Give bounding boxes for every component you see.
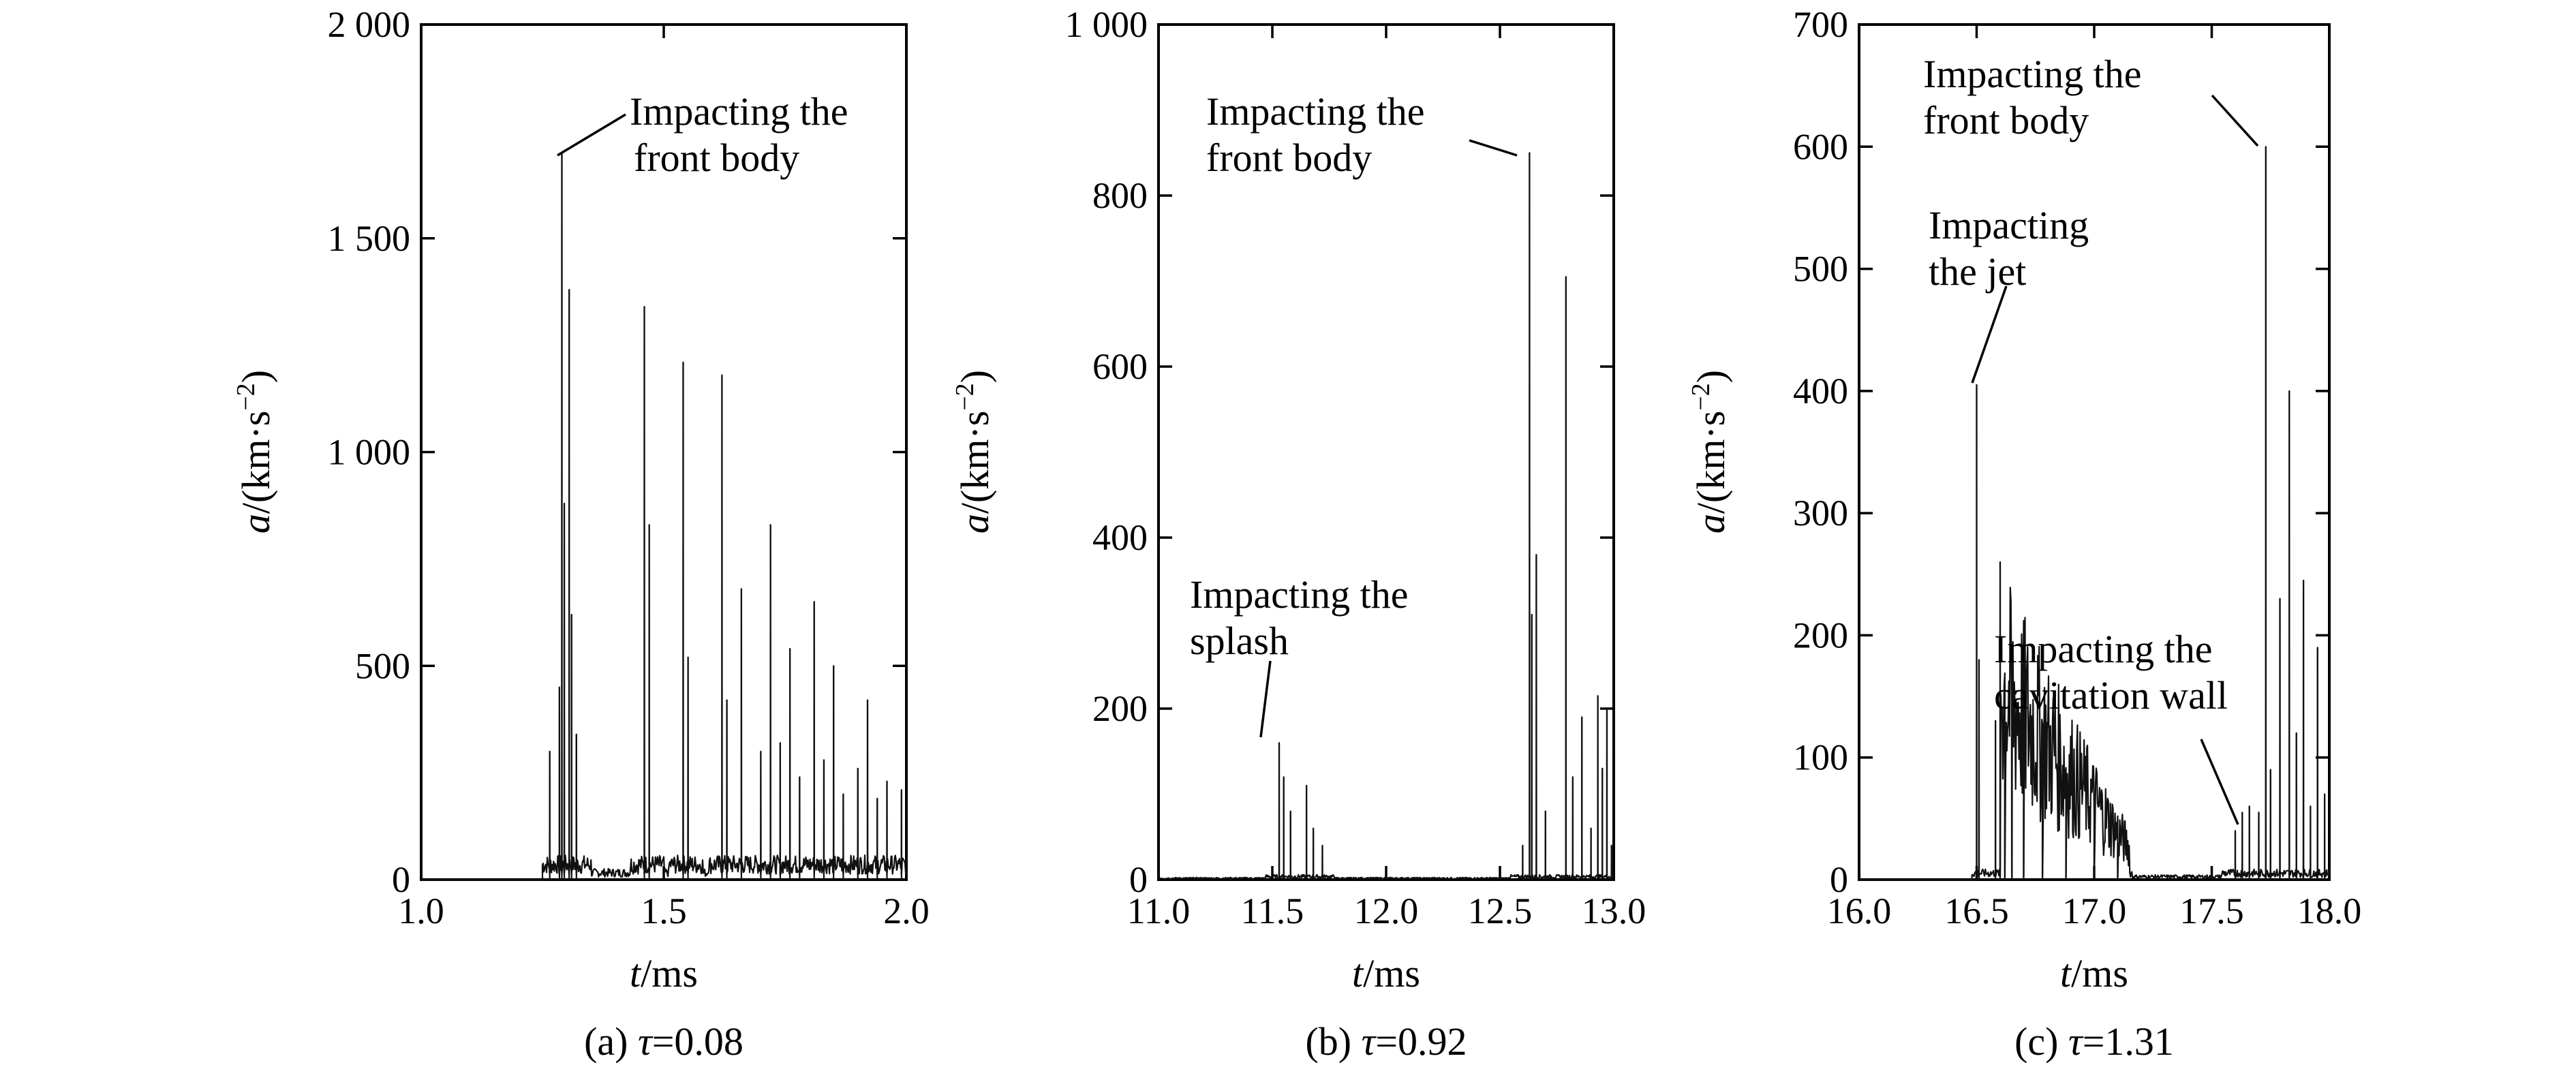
y-tick-label: 600 bbox=[1793, 126, 1848, 167]
y-tick-label: 0 bbox=[392, 859, 410, 900]
panel-a-y-ticks: 0 500 1 000 1 500 2 000 bbox=[328, 4, 906, 900]
y-tick-label: 800 bbox=[1092, 175, 1148, 216]
panel-b-x-ticks: 11.0 11.5 12.0 12.5 13.0 bbox=[1127, 25, 1646, 931]
x-tick-label: 18.0 bbox=[2297, 891, 2362, 931]
panel-c-annotation-cavitation: Impacting the cavitation wall bbox=[1994, 627, 2228, 717]
panel-a-caption: (a) τ=0.08 bbox=[584, 1019, 743, 1064]
panel-b-annotation-splash-leader bbox=[1259, 660, 1272, 738]
panel-c-xlabel: t/ms bbox=[2060, 951, 2128, 995]
x-tick-label: 12.5 bbox=[1468, 891, 1533, 931]
panel-c-annotation-front-body-leader bbox=[2211, 94, 2259, 147]
panel-c-annotation-jet: Impacting the jet bbox=[1929, 203, 2089, 294]
y-tick-label: 0 bbox=[1830, 859, 1848, 900]
panel-b-annotation-front-body-leader bbox=[1469, 139, 1518, 157]
y-tick-label: 500 bbox=[1793, 249, 1848, 290]
panel-a-annotation-front-body: Impacting the front body bbox=[630, 89, 848, 180]
x-tick-label: 2.0 bbox=[883, 891, 930, 931]
x-tick-label: 17.0 bbox=[2062, 891, 2127, 931]
y-tick-label: 300 bbox=[1793, 493, 1848, 534]
x-tick-label: 16.0 bbox=[1827, 891, 1892, 931]
x-tick-label: 11.0 bbox=[1127, 891, 1191, 931]
panel-b-xlabel: t/ms bbox=[1352, 951, 1420, 995]
x-tick-label: 11.5 bbox=[1241, 891, 1304, 931]
x-tick-label: 12.0 bbox=[1354, 891, 1419, 931]
x-tick-label: 1.0 bbox=[398, 891, 444, 931]
panel-c-x-ticks: 16.0 16.5 17.0 17.5 18.0 bbox=[1827, 25, 2362, 931]
x-tick-label: 13.0 bbox=[1582, 891, 1646, 931]
panel-c-ylabel: a/(km·s−2) bbox=[1687, 370, 1733, 534]
acceleration-trace bbox=[1859, 146, 2331, 881]
y-tick-label: 0 bbox=[1129, 859, 1148, 900]
y-tick-label: 200 bbox=[1793, 615, 1848, 655]
panel-c-annotation-front-body: Impacting the front body bbox=[1923, 52, 2142, 142]
x-tick-label: 16.5 bbox=[1944, 891, 2009, 931]
panel-b-signal bbox=[1157, 152, 1614, 880]
panel-a-annotation-front-body-leader bbox=[557, 113, 626, 157]
y-tick-label: 1 500 bbox=[328, 218, 411, 259]
panel-b-annotation-splash: Impacting the splash bbox=[1190, 572, 1409, 663]
panel-a-xlabel: t/ms bbox=[630, 951, 698, 995]
y-tick-label: 100 bbox=[1793, 737, 1848, 778]
y-tick-label: 1 000 bbox=[1065, 4, 1148, 45]
panel-c-caption: (c) τ=1.31 bbox=[2014, 1019, 2174, 1064]
panel-a: 0 500 1 000 1 500 2 000 1.0 1.5 2.0 a/(km·s−2)… bbox=[232, 4, 930, 1064]
y-tick-label: 1 000 bbox=[328, 432, 411, 473]
panel-a-ylabel: a/(km·s−2) bbox=[232, 370, 278, 534]
panel-c-annotation-cavitation-leader bbox=[2200, 739, 2239, 825]
y-tick-label: 400 bbox=[1793, 371, 1848, 412]
panel-c-signal bbox=[1859, 146, 2331, 881]
panel-a-signal bbox=[421, 152, 908, 881]
panel-a-x-ticks: 1.0 1.5 2.0 bbox=[398, 25, 930, 931]
y-tick-label: 600 bbox=[1092, 346, 1148, 387]
panel-b-y-ticks: 0 200 400 600 800 1 000 bbox=[1065, 4, 1614, 900]
panel-b-caption: (b) τ=0.92 bbox=[1305, 1019, 1467, 1064]
panel-b-ylabel: a/(km·s−2) bbox=[951, 370, 997, 534]
panel-c-y-ticks: 0 100 200 300 400 500 600 700 bbox=[1793, 4, 2329, 900]
y-tick-label: 700 bbox=[1793, 4, 1848, 45]
y-tick-label: 200 bbox=[1092, 688, 1148, 729]
x-tick-label: 1.5 bbox=[641, 891, 687, 931]
y-tick-label: 2 000 bbox=[328, 4, 411, 45]
acceleration-trace bbox=[1157, 152, 1614, 880]
y-tick-label: 500 bbox=[355, 645, 410, 686]
x-tick-label: 17.5 bbox=[2179, 891, 2244, 931]
panel-c-annotation-jet-leader bbox=[1971, 285, 2008, 384]
y-tick-label: 400 bbox=[1092, 517, 1148, 558]
panel-b-annotation-front-body: Impacting the front body bbox=[1206, 89, 1425, 180]
panel-c-frame bbox=[1858, 23, 2331, 881]
